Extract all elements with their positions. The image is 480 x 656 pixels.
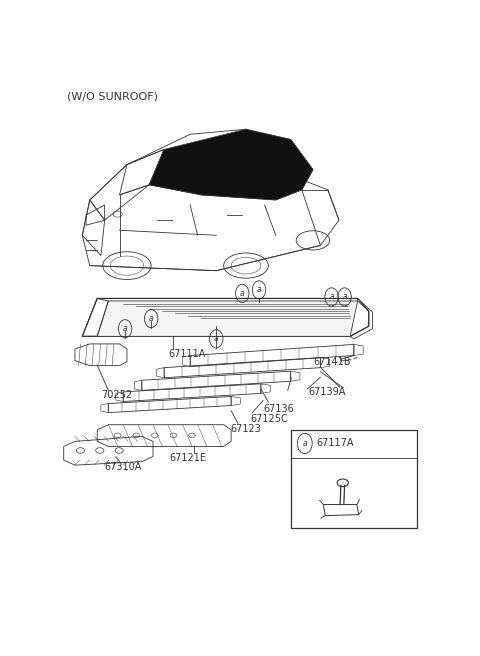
- Text: 67125C: 67125C: [251, 414, 288, 424]
- Text: a: a: [149, 314, 154, 323]
- Text: a: a: [123, 324, 127, 333]
- Text: a: a: [329, 293, 334, 301]
- Text: 67136: 67136: [264, 403, 295, 413]
- Text: a: a: [342, 293, 347, 301]
- Text: a: a: [302, 439, 307, 448]
- Polygon shape: [97, 301, 358, 337]
- FancyBboxPatch shape: [290, 430, 417, 528]
- Text: 67123: 67123: [230, 424, 261, 434]
- Text: a: a: [257, 285, 261, 295]
- Text: 67121E: 67121E: [170, 453, 207, 462]
- Text: 67139A: 67139A: [308, 387, 346, 397]
- Text: 70252: 70252: [101, 390, 132, 400]
- Text: a: a: [214, 335, 218, 343]
- Text: 67117A: 67117A: [316, 438, 353, 449]
- Text: 67141B: 67141B: [314, 357, 351, 367]
- Text: a: a: [240, 289, 245, 298]
- Text: 67111A: 67111A: [168, 349, 205, 359]
- Polygon shape: [149, 129, 313, 200]
- Text: 67310A: 67310A: [105, 462, 142, 472]
- Text: (W/O SUNROOF): (W/O SUNROOF): [67, 91, 158, 101]
